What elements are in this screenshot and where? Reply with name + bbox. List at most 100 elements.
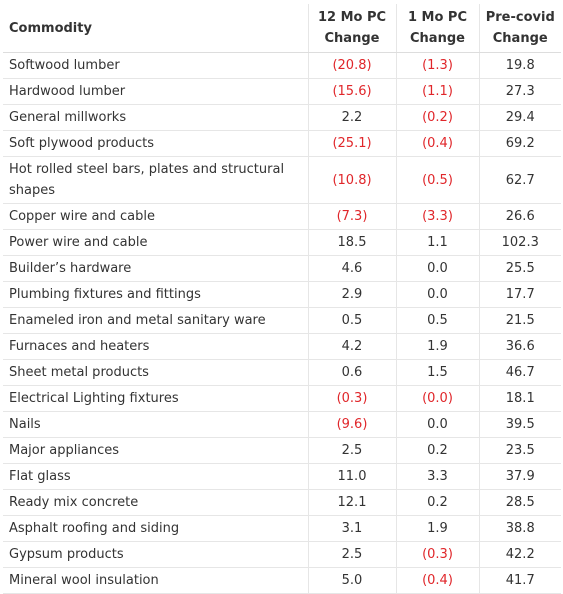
cell-1mo-change: (0.4) bbox=[395, 130, 479, 157]
cell-commodity-name: Ready mix concrete bbox=[3, 489, 308, 516]
cell-12mo-change: (25.1) bbox=[307, 130, 396, 157]
cell-commodity-name: Plumbing fixtures and fittings bbox=[3, 281, 308, 308]
cell-precovid-change: 29.4 bbox=[478, 104, 561, 131]
cell-1mo-change: 1.9 bbox=[395, 333, 479, 360]
table-row: Builder’s hardware 4.6 0.0 25.5 bbox=[3, 255, 561, 282]
cell-precovid-change: 62.7 bbox=[478, 156, 561, 204]
cell-commodity-name: Gypsum products bbox=[3, 541, 308, 568]
cell-commodity-name: Power wire and cable bbox=[3, 229, 308, 256]
cell-commodity-name: Builder’s hardware bbox=[3, 255, 308, 282]
header-precovid-change[interactable]: Pre-covid Change bbox=[478, 4, 561, 53]
cell-1mo-change: 1.9 bbox=[395, 515, 479, 542]
table-body: Softwood lumber (20.8) (1.3) 19.8 Hardwood l… bbox=[3, 52, 561, 594]
cell-1mo-change: 0.0 bbox=[395, 255, 479, 282]
cell-12mo-change: 4.2 bbox=[307, 333, 396, 360]
table-row: Nails (9.6) 0.0 39.5 bbox=[3, 411, 561, 438]
cell-1mo-change: 1.5 bbox=[395, 359, 479, 386]
cell-1mo-change: 0.5 bbox=[395, 307, 479, 334]
cell-precovid-change: 27.3 bbox=[478, 78, 561, 105]
table-row: General millworks 2.2 (0.2) 29.4 bbox=[3, 104, 561, 131]
header-1mo-change[interactable]: 1 Mo PC Change bbox=[395, 4, 479, 53]
commodity-table-container: Commodity 12 Mo PC Change 1 Mo PC Change… bbox=[3, 4, 561, 594]
cell-precovid-change: 38.8 bbox=[478, 515, 561, 542]
cell-commodity-name: Sheet metal products bbox=[3, 359, 308, 386]
cell-12mo-change: 3.1 bbox=[307, 515, 396, 542]
table-row: Asphalt roofing and siding 3.1 1.9 38.8 bbox=[3, 515, 561, 542]
cell-precovid-change: 42.2 bbox=[478, 541, 561, 568]
cell-commodity-name: Electrical Lighting fixtures bbox=[3, 385, 308, 412]
cell-1mo-change: (0.3) bbox=[395, 541, 479, 568]
table-row: Electrical Lighting fixtures (0.3) (0.0) 18… bbox=[3, 385, 561, 412]
cell-commodity-name: Mineral wool insulation bbox=[3, 567, 308, 594]
header-12mo-change[interactable]: 12 Mo PC Change bbox=[307, 4, 396, 53]
cell-1mo-change: 0.2 bbox=[395, 489, 479, 516]
cell-precovid-change: 102.3 bbox=[478, 229, 561, 256]
cell-12mo-change: 2.5 bbox=[307, 541, 396, 568]
commodity-price-table: Commodity 12 Mo PC Change 1 Mo PC Change… bbox=[3, 4, 561, 594]
cell-precovid-change: 28.5 bbox=[478, 489, 561, 516]
cell-12mo-change: 11.0 bbox=[307, 463, 396, 490]
cell-precovid-change: 39.5 bbox=[478, 411, 561, 438]
cell-precovid-change: 21.5 bbox=[478, 307, 561, 334]
table-row: Hot rolled steel bars, plates and struct… bbox=[3, 156, 561, 204]
cell-precovid-change: 18.1 bbox=[478, 385, 561, 412]
table-row: Ready mix concrete 12.1 0.2 28.5 bbox=[3, 489, 561, 516]
cell-1mo-change: (0.2) bbox=[395, 104, 479, 131]
cell-commodity-name: Asphalt roofing and siding bbox=[3, 515, 308, 542]
cell-1mo-change: (3.3) bbox=[395, 203, 479, 230]
cell-commodity-name: Flat glass bbox=[3, 463, 308, 490]
cell-precovid-change: 36.6 bbox=[478, 333, 561, 360]
table-row: Copper wire and cable (7.3) (3.3) 26.6 bbox=[3, 203, 561, 230]
cell-12mo-change: 2.9 bbox=[307, 281, 396, 308]
cell-1mo-change: 1.1 bbox=[395, 229, 479, 256]
cell-precovid-change: 23.5 bbox=[478, 437, 561, 464]
cell-1mo-change: (0.5) bbox=[395, 156, 479, 204]
cell-commodity-name: Hardwood lumber bbox=[3, 78, 308, 105]
cell-1mo-change: 3.3 bbox=[395, 463, 479, 490]
cell-12mo-change: 12.1 bbox=[307, 489, 396, 516]
cell-12mo-change: (0.3) bbox=[307, 385, 396, 412]
cell-commodity-name: Enameled iron and metal sanitary ware bbox=[3, 307, 308, 334]
cell-commodity-name: General millworks bbox=[3, 104, 308, 131]
cell-precovid-change: 25.5 bbox=[478, 255, 561, 282]
cell-12mo-change: (20.8) bbox=[307, 52, 396, 79]
cell-12mo-change: (9.6) bbox=[307, 411, 396, 438]
cell-precovid-change: 17.7 bbox=[478, 281, 561, 308]
table-row: Plumbing fixtures and fittings 2.9 0.0 17.7 bbox=[3, 281, 561, 308]
cell-precovid-change: 41.7 bbox=[478, 567, 561, 594]
cell-12mo-change: 2.2 bbox=[307, 104, 396, 131]
cell-commodity-name: Nails bbox=[3, 411, 308, 438]
cell-1mo-change: 0.0 bbox=[395, 411, 479, 438]
cell-1mo-change: (0.4) bbox=[395, 567, 479, 594]
cell-12mo-change: 4.6 bbox=[307, 255, 396, 282]
cell-precovid-change: 69.2 bbox=[478, 130, 561, 157]
cell-12mo-change: (7.3) bbox=[307, 203, 396, 230]
table-row: Hardwood lumber (15.6) (1.1) 27.3 bbox=[3, 78, 561, 105]
table-row: Major appliances 2.5 0.2 23.5 bbox=[3, 437, 561, 464]
cell-precovid-change: 46.7 bbox=[478, 359, 561, 386]
cell-12mo-change: 18.5 bbox=[307, 229, 396, 256]
cell-precovid-change: 19.8 bbox=[478, 52, 561, 79]
table-row: Flat glass 11.0 3.3 37.9 bbox=[3, 463, 561, 490]
header-commodity[interactable]: Commodity bbox=[3, 4, 308, 53]
table-row: Soft plywood products (25.1) (0.4) 69.2 bbox=[3, 130, 561, 157]
cell-12mo-change: (15.6) bbox=[307, 78, 396, 105]
cell-12mo-change: 0.5 bbox=[307, 307, 396, 334]
cell-commodity-name: Hot rolled steel bars, plates and struct… bbox=[3, 156, 308, 204]
cell-12mo-change: 5.0 bbox=[307, 567, 396, 594]
cell-12mo-change: 2.5 bbox=[307, 437, 396, 464]
cell-commodity-name: Softwood lumber bbox=[3, 52, 308, 79]
cell-commodity-name: Soft plywood products bbox=[3, 130, 308, 157]
table-row: Mineral wool insulation 5.0 (0.4) 41.7 bbox=[3, 567, 561, 594]
table-header-row: Commodity 12 Mo PC Change 1 Mo PC Change… bbox=[3, 4, 561, 53]
cell-precovid-change: 37.9 bbox=[478, 463, 561, 490]
cell-commodity-name: Furnaces and heaters bbox=[3, 333, 308, 360]
table-row: Enameled iron and metal sanitary ware 0.5… bbox=[3, 307, 561, 334]
cell-precovid-change: 26.6 bbox=[478, 203, 561, 230]
cell-commodity-name: Copper wire and cable bbox=[3, 203, 308, 230]
table-row: Power wire and cable 18.5 1.1 102.3 bbox=[3, 229, 561, 256]
cell-1mo-change: (0.0) bbox=[395, 385, 479, 412]
cell-1mo-change: (1.1) bbox=[395, 78, 479, 105]
cell-12mo-change: (10.8) bbox=[307, 156, 396, 204]
cell-commodity-name: Major appliances bbox=[3, 437, 308, 464]
